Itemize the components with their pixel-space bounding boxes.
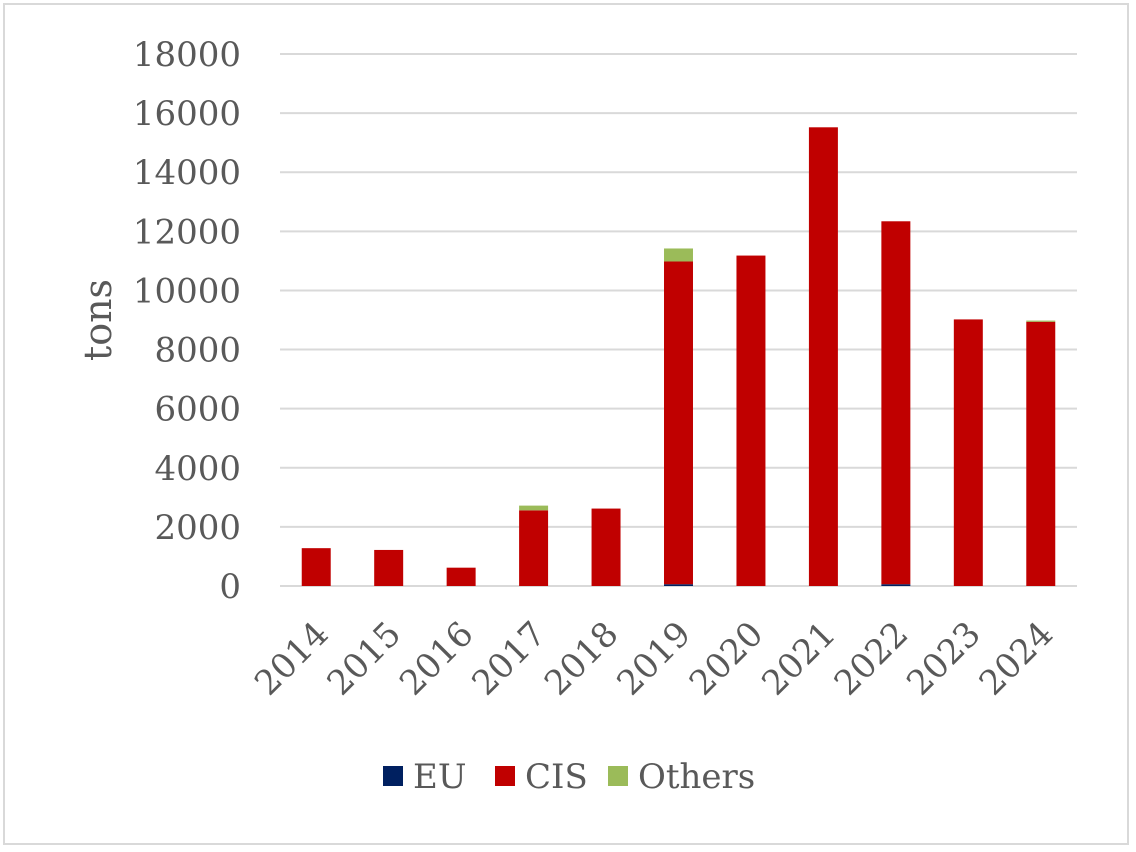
bar-cis-2016	[446, 567, 476, 586]
bar-others-2024	[1026, 320, 1056, 322]
legend-swatch-cis	[495, 766, 515, 786]
y-tick-label: 0	[219, 567, 241, 607]
x-axis-ticks: 2014201520162017201820192020202120222023…	[247, 614, 1061, 703]
x-tick-label: 2014	[247, 614, 336, 703]
legend: EU CIS Others	[383, 757, 755, 797]
bar-others-2019	[664, 248, 693, 262]
x-tick-label: 2019	[609, 614, 698, 703]
legend-label-others: Others	[638, 757, 755, 797]
bar-cis-2015	[374, 549, 404, 586]
bar-cis-2017	[519, 510, 549, 586]
bar-cis-2022	[881, 221, 911, 585]
bar-cis-2020	[736, 255, 766, 586]
y-tick-label: 10000	[133, 271, 241, 311]
x-tick-label: 2024	[972, 614, 1061, 703]
x-tick-label: 2020	[682, 614, 771, 703]
bar-eu-2019	[664, 584, 693, 586]
bar-cis-2021	[808, 127, 838, 586]
y-tick-label: 6000	[154, 390, 241, 430]
y-tick-label: 16000	[133, 94, 241, 134]
bars	[301, 127, 1056, 586]
y-tick-label: 4000	[154, 449, 241, 489]
x-tick-label: 2015	[320, 614, 409, 703]
x-tick-label: 2017	[464, 614, 553, 703]
y-axis-ticks: 0 2000 4000 6000 8000 10000 12000 14000 16000 180…	[133, 35, 241, 607]
bar-cis-2023	[953, 319, 983, 586]
x-tick-label: 2018	[537, 614, 626, 703]
y-tick-label: 12000	[133, 212, 241, 252]
y-tick-label: 2000	[154, 508, 241, 548]
legend-swatch-others	[608, 766, 628, 786]
legend-swatch-eu	[383, 766, 403, 786]
y-axis-title: tons	[76, 279, 120, 361]
bar-others-2017	[519, 505, 549, 511]
stacked-bar-chart: 0 2000 4000 6000 8000 10000 12000 14000 16000 180…	[76, 35, 1077, 797]
bar-eu-2022	[881, 584, 911, 586]
legend-label-cis: CIS	[525, 757, 588, 797]
y-tick-label: 8000	[154, 331, 241, 371]
legend-label-eu: EU	[413, 757, 466, 797]
chart-frame: 0 2000 4000 6000 8000 10000 12000 14000 16000 180…	[3, 3, 1129, 845]
x-tick-label: 2023	[899, 614, 988, 703]
x-tick-label: 2021	[754, 614, 843, 703]
x-tick-label: 2016	[392, 614, 481, 703]
bar-cis-2014	[301, 548, 331, 586]
bar-cis-2018	[591, 508, 621, 586]
bar-cis-2024	[1026, 321, 1056, 586]
x-tick-label: 2022	[827, 614, 916, 703]
y-tick-label: 18000	[133, 35, 241, 75]
bar-cis-2019	[664, 261, 693, 585]
y-tick-label: 14000	[133, 153, 241, 193]
